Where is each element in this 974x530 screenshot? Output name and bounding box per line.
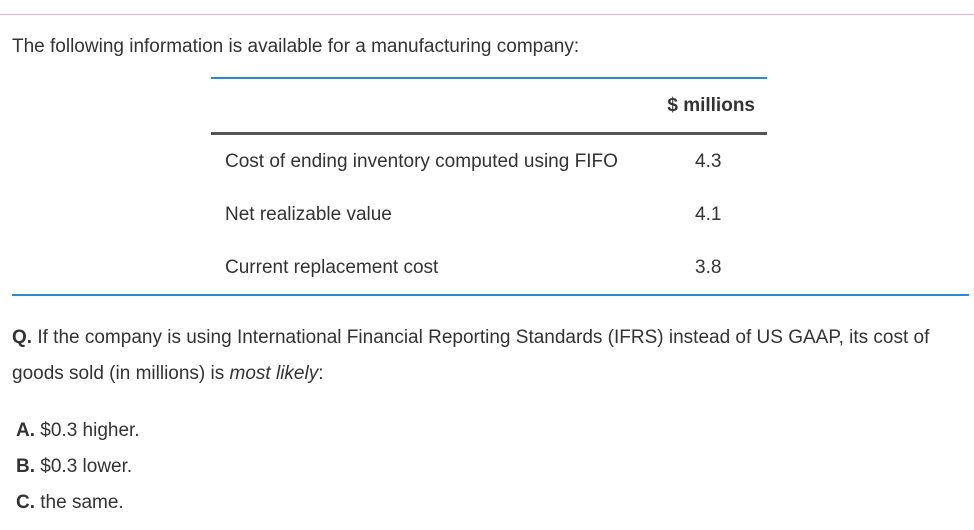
choice-text: $0.3 lower.: [35, 456, 133, 477]
row-value: 4.1: [695, 204, 722, 225]
choice-text: the same.: [35, 492, 124, 513]
row-label: Net realizable value: [225, 204, 392, 225]
choice-c[interactable]: C. the same.: [16, 490, 140, 526]
question-end: :: [318, 363, 324, 384]
question-body: If the company is using International Fi…: [12, 327, 930, 384]
answer-choices: A. $0.3 higher. B. $0.3 lower. C. the sa…: [16, 418, 140, 526]
question-prefix: Q.: [12, 327, 33, 348]
choice-text: $0.3 higher.: [35, 420, 140, 441]
table-top-rule: [211, 77, 767, 79]
choice-letter: A.: [16, 420, 35, 441]
intro-text: The following information is available f…: [12, 36, 580, 57]
top-divider: [0, 14, 974, 15]
choice-letter: B.: [16, 456, 35, 477]
question-emphasis: most likely: [229, 363, 319, 384]
question-text: Q. If the company is using International…: [12, 320, 967, 392]
table-header: $ millions: [211, 79, 767, 135]
choice-letter: C.: [16, 492, 35, 513]
row-label: Current replacement cost: [225, 257, 439, 278]
table-row: Cost of ending inventory computed using …: [211, 135, 767, 188]
table-row: Net realizable value 4.1: [211, 188, 767, 241]
data-table: $ millions Cost of ending inventory comp…: [211, 77, 767, 294]
choice-b[interactable]: B. $0.3 lower.: [16, 454, 140, 490]
section-divider: [12, 294, 969, 296]
row-label: Cost of ending inventory computed using …: [225, 151, 618, 172]
table-row: Current replacement cost 3.8: [211, 241, 767, 294]
choice-a[interactable]: A. $0.3 higher.: [16, 418, 140, 454]
row-value: 3.8: [695, 257, 722, 278]
column-header-millions: $ millions: [667, 95, 755, 116]
row-value: 4.3: [695, 151, 722, 172]
